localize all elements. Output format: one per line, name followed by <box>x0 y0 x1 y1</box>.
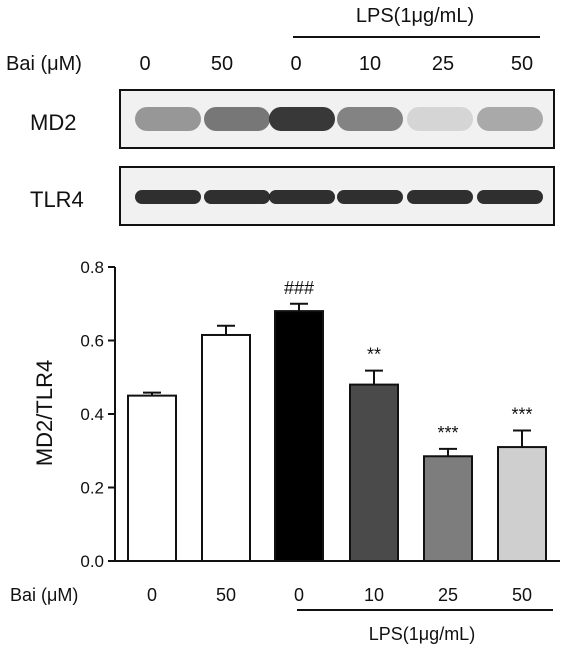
blot-band <box>135 107 201 131</box>
blot-dose-label: 50 <box>511 53 533 75</box>
blot-band <box>407 107 473 131</box>
y-axis-label: MD2/TLR4 <box>32 360 57 466</box>
bar <box>497 446 547 563</box>
blot-band <box>269 190 335 204</box>
x-tick-label: 10 <box>364 585 384 605</box>
blot-band <box>337 107 403 131</box>
blot-dose-label: 25 <box>432 53 454 75</box>
bar-chart: MD2/TLR4 0.00.20.40.60.8 ###******** Bai… <box>10 258 560 644</box>
blot-band <box>337 190 403 204</box>
bar <box>349 383 399 562</box>
y-axis-ticks: 0.0 0.2 0.4 0.6 0.8 <box>80 258 115 571</box>
y-tick-label: 0.2 <box>80 479 104 498</box>
x-tick-labels: 0 50 0 10 25 50 <box>147 585 532 605</box>
y-tick-label: 0.4 <box>80 405 104 424</box>
bars <box>127 310 547 563</box>
x-axis-label: Bai (μM) <box>10 585 78 605</box>
significance-marker: *** <box>437 423 458 443</box>
western-blot-panel: LPS(1μg/mL) Bai (μM) 0 50 0 10 25 50 MD2 TLR4 <box>6 5 555 226</box>
significance-annotations: ###******** <box>284 278 533 443</box>
bar <box>423 455 473 563</box>
x-tick-label: 25 <box>438 585 458 605</box>
lps-group-label: LPS(1μg/mL) <box>369 624 475 644</box>
significance-marker: ** <box>367 345 381 365</box>
significance-marker: ### <box>284 278 314 298</box>
blot-dose-label: 0 <box>290 53 301 75</box>
blot-band <box>477 190 543 204</box>
blot-band <box>269 107 335 131</box>
md2-row-label: MD2 <box>30 110 76 135</box>
bar <box>201 333 251 562</box>
tlr4-bands <box>135 190 543 204</box>
error-bars <box>143 302 531 457</box>
blot-bai-label: Bai (μM) <box>6 53 82 75</box>
tlr4-row-label: TLR4 <box>30 187 84 212</box>
blot-band <box>204 107 270 131</box>
blot-band <box>135 190 201 204</box>
y-tick-label: 0.8 <box>80 258 104 277</box>
y-tick-label: 0.6 <box>80 332 104 351</box>
x-tick-label: 0 <box>147 585 157 605</box>
x-tick-label: 0 <box>294 585 304 605</box>
blot-band <box>477 107 543 131</box>
x-tick-label: 50 <box>216 585 236 605</box>
blot-lps-label: LPS(1μg/mL) <box>356 5 474 27</box>
blot-dose-label: 10 <box>359 53 381 75</box>
blot-dose-label: 0 <box>139 53 150 75</box>
blot-dose-label: 50 <box>211 53 233 75</box>
bar <box>274 310 324 562</box>
y-tick-label: 0.0 <box>80 552 104 571</box>
blot-band <box>407 190 473 204</box>
blot-dose-labels: 0 50 0 10 25 50 <box>139 53 533 75</box>
x-tick-label: 50 <box>512 585 532 605</box>
bar <box>127 394 177 562</box>
md2-bands <box>135 107 543 131</box>
significance-marker: *** <box>511 405 532 425</box>
blot-band <box>204 190 270 204</box>
